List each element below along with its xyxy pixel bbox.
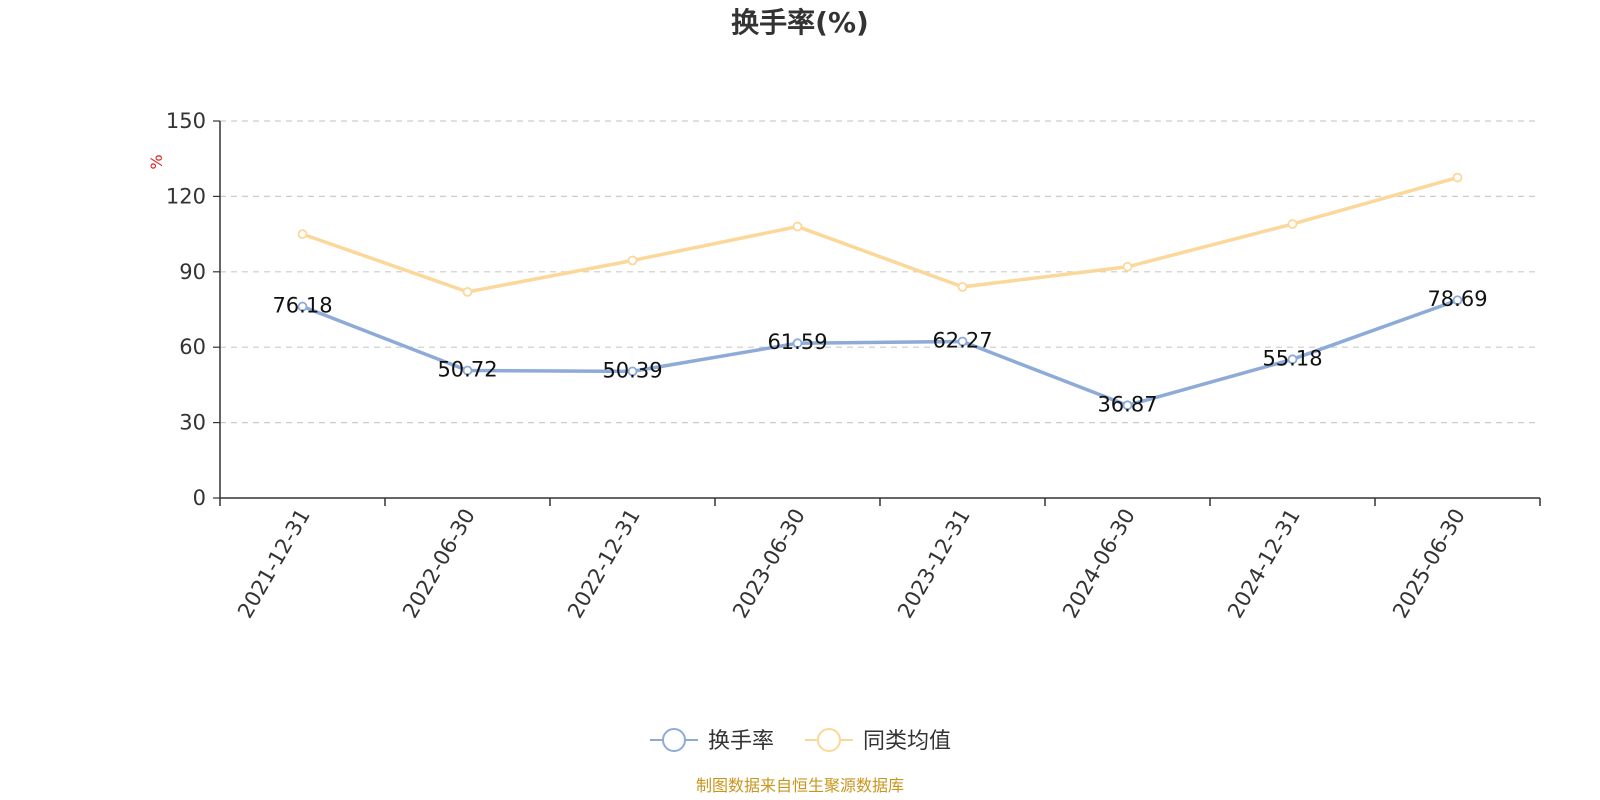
y-tick-label: 150 [166, 109, 206, 133]
series-1-point[interactable] [297, 229, 308, 240]
data-label: 78.69 [1427, 287, 1487, 311]
series-0-point[interactable] [792, 338, 803, 349]
legend-marker-icon [662, 728, 686, 752]
series-line-0 [300, 298, 1460, 408]
y-tick-label: 0 [193, 486, 206, 510]
x-tick-label: 2024-06-30 [1058, 505, 1140, 623]
data-label: 76.18 [272, 294, 332, 318]
x-tick-label: 2025-06-30 [1388, 505, 1470, 623]
series-0-point[interactable] [627, 366, 638, 377]
legend[interactable]: 换手率 同类均值 [650, 728, 951, 754]
series-0-point[interactable] [957, 336, 968, 347]
x-tick-label: 2021-12-31 [233, 505, 315, 623]
x-tick-label: 2023-06-30 [728, 505, 810, 623]
data-label: 50.39 [602, 358, 662, 382]
x-tick-label: 2022-12-31 [563, 505, 645, 623]
series-0-point[interactable] [462, 365, 473, 376]
y-axis-unit-label: % [147, 154, 166, 169]
series-1-point[interactable] [1452, 172, 1463, 183]
data-labels: 76.18 50.72 50.39 61.59 62.27 36.87 55.18 78.69 [272, 287, 1487, 416]
x-tick-label: 2023-12-31 [893, 505, 975, 623]
series-1-point[interactable] [792, 221, 803, 232]
series-1-point[interactable] [1122, 261, 1133, 272]
legend-label: 换手率 [708, 729, 774, 754]
y-tick-label: 60 [179, 335, 206, 359]
series-1-point[interactable] [1287, 219, 1298, 229]
y-tick-label: 90 [179, 260, 206, 284]
x-tick-label: 2022-06-30 [398, 505, 480, 623]
data-label: 50.72 [437, 358, 497, 382]
axes: 0 30 60 90 120 150 2021-12-31 2022-06-30 2022-12… [166, 109, 1541, 623]
series-0-point[interactable] [1452, 295, 1463, 306]
series-lines [297, 172, 1463, 411]
series-0-point[interactable] [297, 301, 308, 312]
y-tick-label: 30 [179, 411, 206, 435]
series-0-point[interactable] [1122, 400, 1133, 411]
chart-title: 换手率(%) [731, 6, 869, 39]
legend-label: 同类均值 [863, 729, 951, 754]
series-line-1 [300, 175, 1460, 294]
y-tick-label: 120 [166, 184, 206, 208]
series-1-point[interactable] [957, 281, 968, 292]
grid-lines [220, 120, 1540, 424]
data-label: 36.87 [1097, 392, 1157, 416]
legend-item-1[interactable]: 同类均值 [805, 728, 951, 754]
series-1-point[interactable] [627, 255, 638, 266]
data-label: 55.18 [1262, 346, 1322, 370]
data-label: 62.27 [932, 328, 992, 352]
series-0-point[interactable] [1287, 354, 1298, 365]
x-tick-label: 2024-12-31 [1223, 505, 1305, 623]
legend-marker-icon [817, 728, 841, 752]
series-1-point[interactable] [462, 287, 473, 297]
legend-item-0[interactable]: 换手率 [650, 728, 774, 754]
source-note: 制图数据来自恒生聚源数据库 [696, 776, 904, 795]
data-label: 61.59 [767, 330, 827, 354]
